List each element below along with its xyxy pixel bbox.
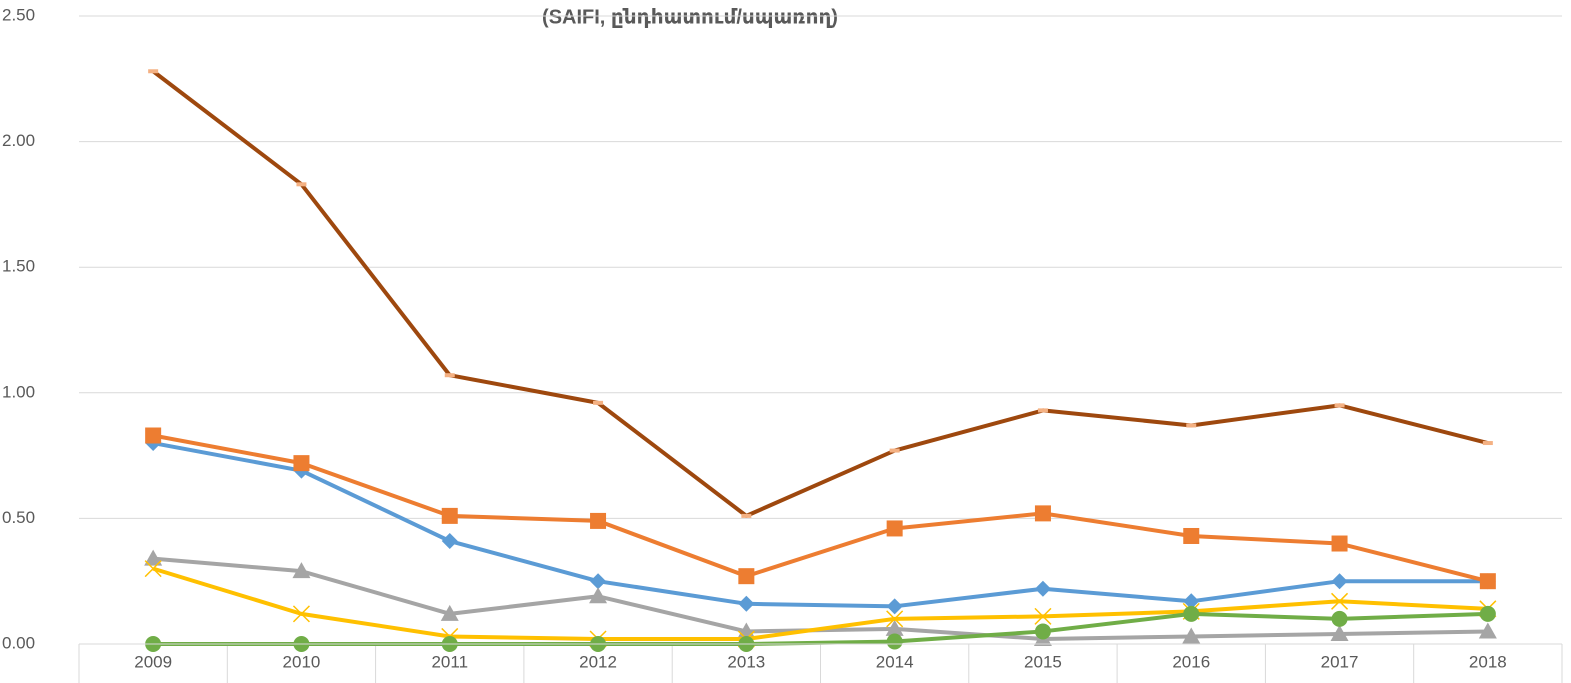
x-tick-label: 2010 xyxy=(283,652,321,671)
marker xyxy=(144,560,162,578)
marker xyxy=(1034,607,1052,625)
marker xyxy=(738,568,755,585)
marker xyxy=(444,373,455,378)
marker xyxy=(292,605,310,623)
marker xyxy=(1331,535,1348,552)
chart-title: (SAIFI, ընդհատում/սպառող) xyxy=(542,6,838,28)
series-line xyxy=(152,433,1489,584)
series-line xyxy=(151,69,1489,518)
marker xyxy=(441,533,458,550)
x-tick-label: 2012 xyxy=(579,652,617,671)
marker xyxy=(886,633,903,650)
x-tick-label: 2018 xyxy=(1469,652,1507,671)
marker xyxy=(1478,622,1497,639)
marker xyxy=(1479,605,1496,622)
marker xyxy=(1034,623,1051,640)
y-tick-label: 0.00 xyxy=(2,633,35,652)
marker xyxy=(886,598,903,615)
marker xyxy=(738,595,755,612)
marker xyxy=(144,549,163,566)
marker xyxy=(1183,593,1200,610)
marker xyxy=(1334,403,1345,408)
marker xyxy=(1034,580,1051,597)
x-tick-label: 2015 xyxy=(1024,652,1062,671)
marker xyxy=(293,455,310,472)
marker xyxy=(1482,441,1493,446)
marker xyxy=(889,448,900,453)
marker xyxy=(292,562,311,579)
marker xyxy=(1034,505,1051,522)
x-tick-label: 2011 xyxy=(431,652,468,671)
marker xyxy=(1183,527,1200,544)
x-tick-label: 2016 xyxy=(1172,652,1210,671)
y-tick-label: 2.50 xyxy=(2,5,35,24)
y-tick-label: 1.00 xyxy=(2,382,35,401)
marker xyxy=(1479,573,1496,590)
x-tick-label: 2014 xyxy=(876,652,914,671)
marker xyxy=(1331,610,1348,627)
marker xyxy=(1183,605,1200,622)
marker xyxy=(885,619,904,636)
marker xyxy=(1331,592,1349,610)
marker xyxy=(296,182,307,187)
x-tick-label: 2009 xyxy=(134,652,172,671)
y-tick-label: 1.50 xyxy=(2,257,35,276)
marker xyxy=(1186,423,1197,428)
marker xyxy=(593,400,604,405)
marker xyxy=(1037,408,1048,413)
marker xyxy=(590,512,607,529)
marker xyxy=(440,604,459,621)
marker xyxy=(590,573,607,590)
marker xyxy=(886,520,903,537)
marker xyxy=(145,427,162,444)
x-tick-label: 2017 xyxy=(1321,652,1359,671)
marker xyxy=(886,610,904,628)
y-tick-label: 2.00 xyxy=(2,131,35,150)
y-tick-label: 0.50 xyxy=(2,508,35,527)
marker xyxy=(1330,624,1349,641)
marker xyxy=(148,69,159,74)
marker xyxy=(1182,627,1201,644)
x-tick-label: 2013 xyxy=(727,652,765,671)
series-line xyxy=(152,566,1488,641)
series-line xyxy=(152,441,1488,609)
marker xyxy=(741,513,752,518)
marker xyxy=(1331,573,1348,590)
marker xyxy=(589,587,608,604)
marker xyxy=(441,507,458,524)
